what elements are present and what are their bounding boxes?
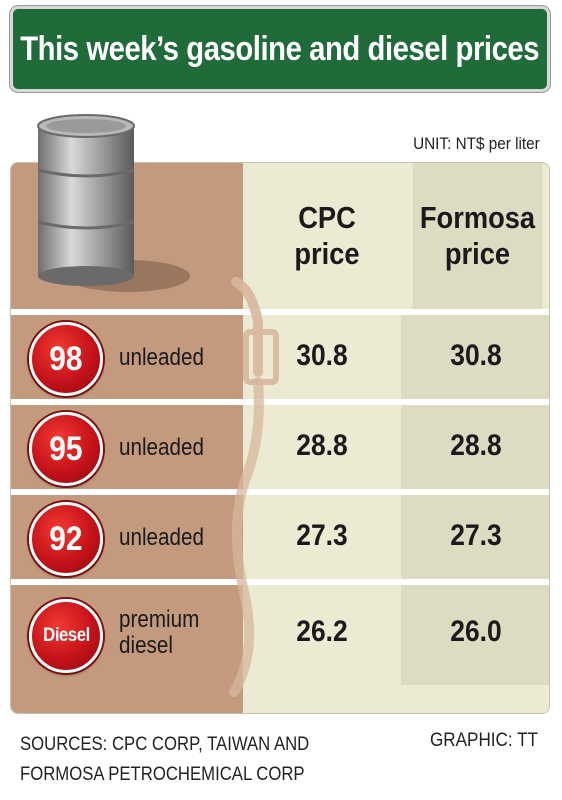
octane-badge-92: 92: [29, 502, 103, 576]
row-divider: [11, 309, 549, 315]
column-header-cpc: CPC price: [257, 163, 397, 309]
cpc-price: 26.2: [296, 615, 348, 648]
graphic-credit: GRAPHIC: TT: [430, 730, 538, 751]
sources-credit: SOURCES: CPC CORP, TAIWAN AND FORMOSA PE…: [20, 734, 310, 785]
octane-badge-98: 98: [29, 322, 103, 396]
cpc-price: 28.8: [296, 429, 348, 462]
table-row: 98 unleaded 30.8 30.8: [11, 315, 549, 399]
fuel-type-label: unleaded: [119, 344, 204, 371]
table-row: 95 unleaded 28.8 28.8: [11, 405, 549, 489]
fuel-type-label: premium diesel: [119, 606, 200, 659]
formosa-price: 30.8: [450, 339, 502, 372]
octane-badge-95: 95: [29, 412, 103, 486]
cpc-price: 30.8: [296, 339, 348, 372]
oil-barrel-icon: [37, 114, 190, 292]
column-header-cpc-line1: CPC: [298, 200, 356, 235]
column-header-formosa-line2: price: [444, 236, 511, 271]
column-header-formosa-line1: Formosa: [419, 200, 536, 235]
fuel-type-label: unleaded: [119, 434, 204, 461]
table-row: 92 unleaded 27.3 27.3: [11, 495, 549, 579]
row-divider: [11, 399, 549, 405]
formosa-price: 28.8: [450, 429, 502, 462]
title-bar: This week’s gasoline and diesel prices: [10, 6, 550, 92]
row-divider: [11, 489, 549, 495]
fuel-type-label: unleaded: [119, 524, 204, 551]
column-header-cpc-line2: price: [294, 236, 360, 271]
chart-title: This week’s gasoline and diesel prices: [20, 29, 540, 68]
column-header-formosa: Formosa price: [412, 163, 543, 309]
row-divider: [11, 579, 549, 585]
diesel-badge: Diesel: [29, 599, 103, 673]
table-row: Diesel premium diesel 26.2 26.0: [11, 585, 549, 685]
unit-label: UNIT: NT$ per liter: [413, 134, 540, 153]
formosa-price: 27.3: [450, 519, 502, 552]
cpc-price: 27.3: [296, 519, 348, 552]
fuel-pump-nozzle-icon: [229, 277, 279, 697]
formosa-price: 26.0: [450, 615, 502, 648]
